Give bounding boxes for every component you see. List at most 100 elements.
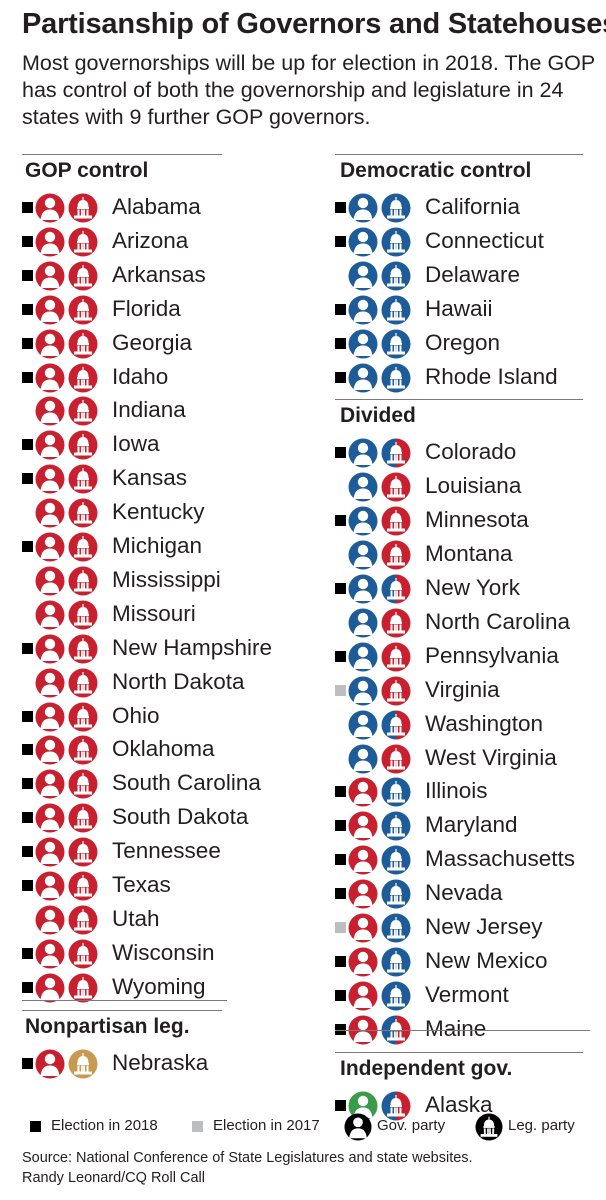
state-row: Washington xyxy=(335,709,595,740)
governor-icon xyxy=(35,803,65,833)
governor-icon xyxy=(348,261,378,291)
credit-line: Randy Leonard/CQ Roll Call xyxy=(22,1170,205,1186)
source-note: Source: National Conference of State Leg… xyxy=(22,1148,602,1188)
state-name: West Virginia xyxy=(425,744,557,770)
state-row: Mississippi xyxy=(22,565,282,596)
capitol-icon xyxy=(68,261,98,291)
state-name: Oklahoma xyxy=(112,736,215,762)
chart-subtitle: Most governorships will be up for electi… xyxy=(22,51,595,129)
governor-icon xyxy=(348,879,378,909)
governor-icon xyxy=(35,329,65,359)
governor-icon xyxy=(348,744,378,774)
election-2018-marker xyxy=(335,515,346,527)
governor-icon xyxy=(35,227,65,257)
state-name: Nevada xyxy=(425,880,503,906)
governor-icon xyxy=(35,396,65,426)
section-divider xyxy=(335,154,583,155)
election-2017-marker xyxy=(335,684,346,696)
state-name: Alabama xyxy=(112,194,201,219)
election-2018-marker xyxy=(335,1099,346,1111)
election-2018-marker xyxy=(335,650,346,662)
state-name: New Mexico xyxy=(425,947,548,973)
governor-icon xyxy=(348,295,378,325)
chart-title: Partisanship of Governors and Statehouse… xyxy=(22,8,606,40)
capitol-icon xyxy=(381,1015,411,1045)
governor-icon xyxy=(348,540,378,570)
capitol-icon xyxy=(68,363,98,393)
election-2018-marker xyxy=(22,710,33,722)
capitol-icon xyxy=(381,472,411,502)
governor-icon xyxy=(348,506,378,536)
election-2018-marker xyxy=(335,337,346,349)
state-name: Wyoming xyxy=(112,973,206,999)
state-name: Ohio xyxy=(112,702,160,728)
state-row: New Jersey xyxy=(335,912,595,943)
capitol-icon xyxy=(475,1113,503,1145)
legend-2017-label: Election in 2017 xyxy=(213,1117,320,1134)
governor-icon xyxy=(348,777,378,807)
capitol-icon xyxy=(68,600,98,630)
state-row: North Carolina xyxy=(335,607,595,638)
state-name: North Dakota xyxy=(112,668,245,694)
state-row: Oklahoma xyxy=(22,734,282,765)
election-2018-marker xyxy=(335,235,346,247)
state-name: Louisiana xyxy=(425,473,522,499)
state-name: North Carolina xyxy=(425,608,571,634)
state-row: Missouri xyxy=(22,599,282,630)
capitol-icon xyxy=(68,939,98,969)
governor-icon xyxy=(348,329,378,359)
section-divider xyxy=(335,1030,590,1031)
election-2018-marker xyxy=(335,371,346,383)
election-2018-marker xyxy=(335,447,346,459)
governor-icon xyxy=(35,430,65,460)
election-2017-marker xyxy=(335,922,346,933)
state-row: Montana xyxy=(335,539,595,570)
state-row: South Dakota xyxy=(22,802,282,833)
capitol-icon xyxy=(68,837,98,867)
state-row: Minnesota xyxy=(335,505,595,536)
state-row: North Dakota xyxy=(22,667,282,698)
state-row: Wisconsin xyxy=(22,938,282,969)
capitol-icon xyxy=(381,811,411,841)
state-row: West Virginia xyxy=(335,743,595,773)
state-row: Arkansas xyxy=(22,260,282,291)
capitol-icon xyxy=(381,676,411,706)
state-name: Michigan xyxy=(112,533,203,558)
capitol-icon xyxy=(381,710,411,740)
state-row: Nebraska xyxy=(22,1048,282,1079)
state-name: Virginia xyxy=(425,676,500,702)
capitol-icon xyxy=(381,1091,411,1121)
capitol-icon xyxy=(381,227,411,257)
state-row: New Mexico xyxy=(335,946,595,977)
election-2018-marker xyxy=(335,989,346,1001)
capitol-icon xyxy=(381,363,411,393)
governor-icon xyxy=(35,973,65,1003)
governor-icon xyxy=(35,464,65,494)
capitol-icon xyxy=(68,702,98,732)
state-name: Alaska xyxy=(425,1091,493,1117)
election-2018-marker xyxy=(22,812,33,824)
state-row: New Hampshire xyxy=(22,633,282,664)
state-row: Oregon xyxy=(335,328,595,359)
section-divider xyxy=(22,1000,227,1001)
governor-icon xyxy=(348,811,378,841)
state-row: Michigan xyxy=(22,531,282,562)
state-row: Kentucky xyxy=(22,497,282,528)
election-2018-marker xyxy=(22,744,33,756)
state-name: Maine xyxy=(425,1015,487,1041)
governor-icon xyxy=(348,845,378,875)
state-row: Vermont xyxy=(335,980,595,1011)
capitol-icon xyxy=(68,193,98,223)
state-name: South Dakota xyxy=(112,804,249,830)
election-2018-marker xyxy=(22,473,33,485)
election-2018-marker xyxy=(335,786,346,798)
governor-icon xyxy=(348,913,378,943)
capitol-icon xyxy=(381,574,411,604)
state-row: Massachusetts xyxy=(335,844,595,875)
governor-icon xyxy=(35,837,65,867)
state-name: Florida xyxy=(112,295,181,321)
capitol-icon xyxy=(68,1049,98,1079)
state-row: South Carolina xyxy=(22,768,282,799)
legend-gov-label: Gov. party xyxy=(377,1117,446,1134)
section-divider xyxy=(22,1009,222,1011)
